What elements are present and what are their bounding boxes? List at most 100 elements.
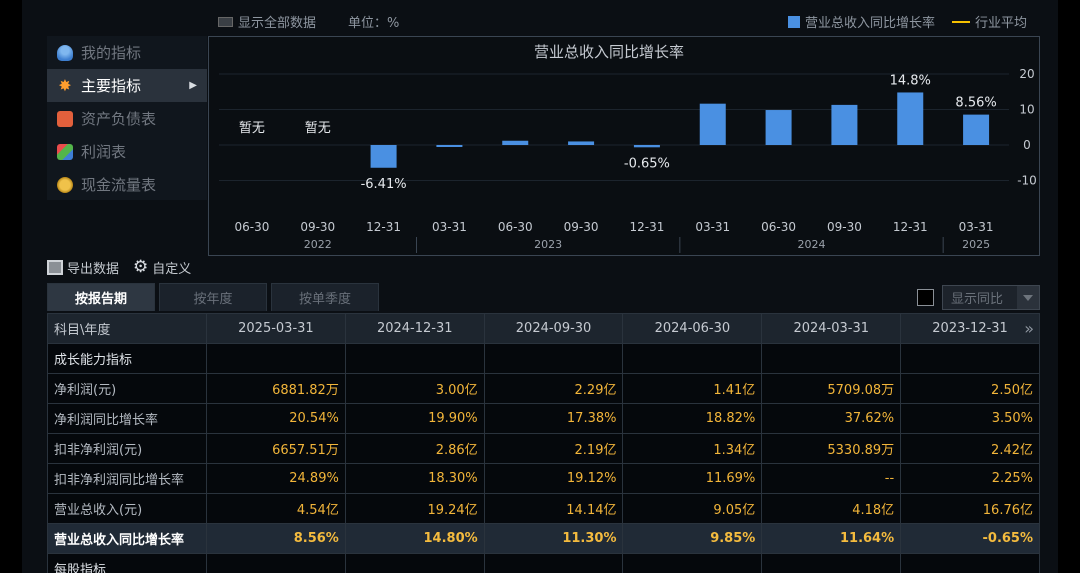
table-row[interactable]: 扣非净利润(元) 6657.51万 2.86亿 2.19亿 1.34亿 5330.89万 2… xyxy=(47,433,1040,464)
indicator-table: 科目\年度 2025-03-31 2024-12-31 2024-09-30 2… xyxy=(47,313,1040,573)
bar-value-label: 暂无 xyxy=(239,121,265,136)
table-cell: 3.00亿 xyxy=(344,373,485,404)
bar-value-label: 8.56% xyxy=(955,96,996,111)
table-cell xyxy=(761,553,902,573)
column-header[interactable]: 2024-09-30 xyxy=(483,313,624,344)
legend-industry-average[interactable]: 行业平均 xyxy=(952,12,1027,31)
double-chevron-right-icon[interactable]: » xyxy=(1024,319,1034,338)
table-cell: 2.86亿 xyxy=(344,433,485,464)
table-cell xyxy=(622,553,763,573)
table-cell: -0.65% xyxy=(900,523,1040,554)
table-row[interactable]: 成长能力指标 xyxy=(47,343,1040,374)
x-tick-label: 12-31 xyxy=(629,220,664,234)
export-data-button[interactable]: 导出数据 xyxy=(47,256,119,278)
column-header[interactable]: 2025-03-31 xyxy=(206,313,346,344)
table-cell: 16.76亿 xyxy=(900,493,1040,524)
row-label: 净利润同比增长率 xyxy=(47,403,207,434)
tab-by-year[interactable]: 按年度 xyxy=(159,283,267,311)
table-row[interactable]: 营业总收入同比增长率 8.56% 14.80% 11.30% 9.85% 11.64% -0… xyxy=(47,523,1040,554)
x-tick-label: 06-30 xyxy=(761,220,796,234)
table-cell: 4.54亿 xyxy=(206,493,346,524)
chart-bar[interactable] xyxy=(436,145,463,147)
chart-bar[interactable] xyxy=(568,141,595,145)
table-row[interactable]: 扣非净利润同比增长率 24.89% 18.30% 19.12% 11.69% -- 2.25… xyxy=(47,463,1040,494)
x-tick-label: 09-30 xyxy=(300,220,335,234)
legend-bar-swatch xyxy=(788,15,800,28)
table-row[interactable]: 营业总收入(元) 4.54亿 19.24亿 14.14亿 9.05亿 4.18亿 16.76… xyxy=(47,493,1040,524)
row-label: 净利润(元) xyxy=(47,373,207,404)
show-yoy-checkbox[interactable] xyxy=(917,289,934,306)
y-tick-label: 0 xyxy=(1023,138,1031,152)
top-bar: 显示全部数据 单位：% 营业总收入同比增长率 行业平均 xyxy=(22,6,1058,34)
table-cell: 5709.08万 xyxy=(761,373,902,404)
tab-by-report-period[interactable]: 按报告期 xyxy=(47,283,155,311)
tab-by-quarter[interactable]: 按单季度 xyxy=(271,283,379,311)
x-tick-label: 03-31 xyxy=(432,220,467,234)
gear-icon: ⚙ xyxy=(133,256,149,277)
show-all-data-toggle[interactable]: 显示全部数据 xyxy=(218,12,316,31)
unit-label: 单位：% xyxy=(348,16,400,31)
customize-label: 自定义 xyxy=(152,261,192,277)
chart-bar[interactable] xyxy=(633,145,660,148)
year-label: 2023 xyxy=(534,238,562,251)
table-cell: 19.90% xyxy=(344,403,485,434)
y-tick-label: -10 xyxy=(1017,174,1037,188)
x-tick-label: 06-30 xyxy=(234,220,269,234)
table-header-row: 科目\年度 2025-03-31 2024-12-31 2024-09-30 2… xyxy=(47,313,1040,344)
column-header[interactable]: 2024-06-30 xyxy=(622,313,763,344)
customize-button[interactable]: ⚙ 自定义 xyxy=(133,256,191,278)
sidebar-item-label: 我的指标 xyxy=(81,44,142,62)
table-cell: 1.34亿 xyxy=(622,433,763,464)
table-cell: 11.69% xyxy=(622,463,763,494)
chart-bar[interactable] xyxy=(831,104,858,145)
column-header[interactable]: 2024-12-31 xyxy=(344,313,485,344)
table-cell: 18.82% xyxy=(622,403,763,434)
show-yoy-control: 显示同比 xyxy=(917,285,1040,310)
legend-avg-label: 行业平均 xyxy=(975,16,1028,31)
table-cell: 37.62% xyxy=(761,403,902,434)
table-cell: 4.18亿 xyxy=(761,493,902,524)
sidebar-item-balance-sheet[interactable]: 资产负债表 xyxy=(47,102,207,135)
arrow-right-icon: ▶ xyxy=(189,80,197,91)
table-cell: 20.54% xyxy=(206,403,346,434)
table-cell: 14.14亿 xyxy=(483,493,624,524)
legend-growth-label: 营业总收入同比增长率 xyxy=(805,16,936,31)
x-tick-label: 09-30 xyxy=(827,220,862,234)
table-row[interactable]: 每股指标 xyxy=(47,553,1040,573)
row-label: 扣非净利润(元) xyxy=(47,433,207,464)
x-tick-label: 12-31 xyxy=(893,220,928,234)
app-window: 显示全部数据 单位：% 营业总收入同比增长率 行业平均 我的指标 ✸ 主要指标 … xyxy=(22,0,1058,573)
chart-bar[interactable] xyxy=(963,114,990,145)
column-header-label: 2023-12-31 xyxy=(932,321,1008,336)
chart-bar[interactable] xyxy=(502,140,529,145)
legend-line-swatch xyxy=(952,20,970,23)
table-cell: 24.89% xyxy=(206,463,346,494)
table-cell: -- xyxy=(761,463,902,494)
legend-growth[interactable]: 营业总收入同比增长率 xyxy=(788,12,935,31)
table-cell xyxy=(344,553,485,573)
sidebar-item-my-indicators[interactable]: 我的指标 xyxy=(47,36,207,69)
table-cell: 11.30% xyxy=(483,523,624,554)
sidebar-item-cash-flow[interactable]: 现金流量表 xyxy=(47,168,207,201)
table-cell: 2.50亿 xyxy=(900,373,1040,404)
table-cell: 2.29亿 xyxy=(483,373,624,404)
user-icon xyxy=(57,44,73,61)
chart-bar[interactable] xyxy=(699,103,726,145)
sidebar-item-income-statement[interactable]: 利润表 xyxy=(47,135,207,168)
sidebar-item-main-indicators[interactable]: ✸ 主要指标 ▶ xyxy=(47,69,207,102)
table-row[interactable]: 净利润(元) 6881.82万 3.00亿 2.29亿 1.41亿 5709.08万 2.5… xyxy=(47,373,1040,404)
table-cell: 6657.51万 xyxy=(206,433,346,464)
column-header[interactable]: 2023-12-31 » xyxy=(900,313,1040,344)
cube-icon xyxy=(57,143,73,160)
table-cell: 14.80% xyxy=(344,523,485,554)
table-cell: 2.25% xyxy=(900,463,1040,494)
column-header[interactable]: 2024-03-31 xyxy=(761,313,902,344)
chart-bar[interactable] xyxy=(765,110,792,145)
chevron-down-icon xyxy=(1017,286,1039,309)
chart-bar[interactable] xyxy=(897,92,924,145)
chart-title: 营业总收入同比增长率 xyxy=(534,43,684,61)
chart-bar[interactable] xyxy=(370,145,397,168)
table-row[interactable]: 净利润同比增长率 20.54% 19.90% 17.38% 18.82% 37.62% 3.… xyxy=(47,403,1040,434)
show-yoy-select[interactable]: 显示同比 xyxy=(942,285,1040,310)
table-cell: 2.42亿 xyxy=(900,433,1040,464)
